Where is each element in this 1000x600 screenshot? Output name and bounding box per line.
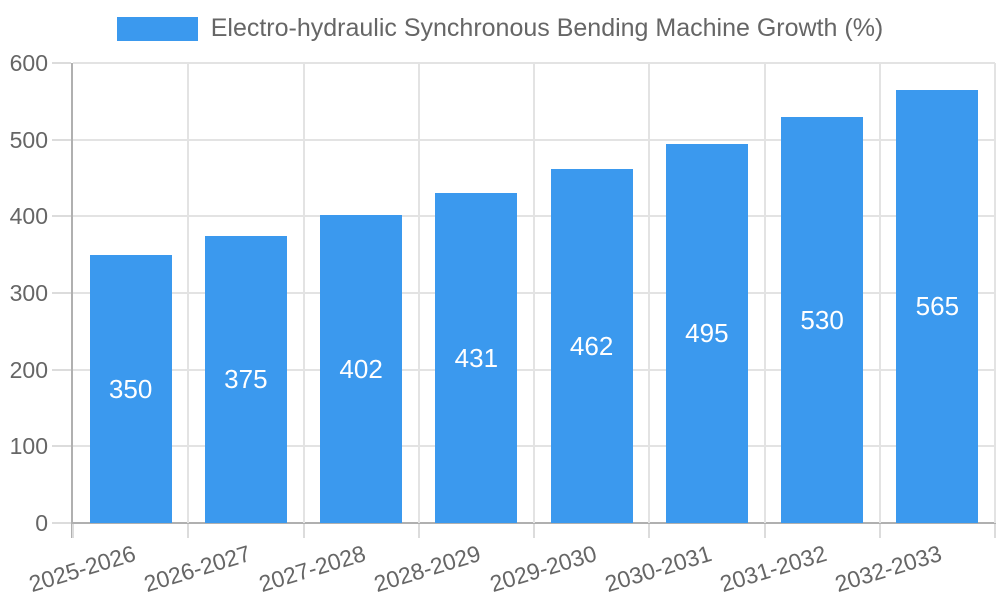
x-axis-line [71, 522, 996, 524]
y-tick-label: 0 [35, 510, 48, 536]
y-tick-label: 500 [9, 126, 48, 153]
bar-value-label: 431 [454, 342, 499, 373]
gridline-vertical [763, 63, 766, 523]
bar[interactable]: 530 [781, 116, 864, 523]
y-axis-tick [52, 445, 71, 448]
y-axis-tick [52, 522, 71, 524]
bar[interactable]: 462 [550, 168, 633, 523]
x-axis-tick [417, 524, 420, 538]
gridline-vertical [417, 63, 420, 523]
y-axis-tick [52, 292, 71, 294]
gridline-vertical [878, 63, 881, 523]
bar-value-label: 350 [108, 373, 153, 404]
x-axis-tick [994, 524, 996, 538]
bar[interactable]: 431 [435, 192, 518, 523]
bar[interactable]: 495 [665, 143, 748, 523]
bar[interactable]: 565 [896, 89, 979, 523]
bar[interactable]: 375 [204, 235, 287, 523]
bar-value-label: 530 [800, 304, 844, 335]
y-tick-label: 400 [9, 203, 48, 230]
bar-value-label: 375 [224, 364, 268, 395]
y-tick-label: 200 [9, 356, 48, 383]
x-axis-tick [72, 524, 74, 538]
x-axis-tick [187, 524, 190, 538]
y-axis-tick [52, 368, 71, 371]
x-tick-label: 2025-2026 [25, 540, 139, 598]
bar-value-label: 495 [685, 318, 729, 349]
bar-value-label: 402 [339, 353, 383, 384]
x-tick-label: 2027-2028 [255, 540, 369, 598]
bar[interactable]: 402 [320, 214, 403, 523]
y-axis-line [71, 63, 73, 538]
y-tick-label: 300 [9, 280, 48, 306]
gridline-vertical [187, 63, 190, 523]
x-axis-tick [302, 524, 305, 538]
x-tick-label: 2031-2032 [716, 540, 830, 598]
gridline-vertical [533, 63, 535, 523]
y-tick-label: 600 [9, 50, 48, 76]
bar-value-label: 565 [915, 291, 960, 322]
legend-item[interactable]: Electro-hydraulic Synchronous Bending Ma… [0, 14, 1000, 43]
gridline-vertical [994, 63, 996, 523]
legend-label: Electro-hydraulic Synchronous Bending Ma… [210, 14, 884, 42]
x-axis-tick [648, 524, 651, 538]
y-tick-label: 100 [9, 433, 48, 460]
gridline-vertical [648, 63, 651, 523]
x-axis-tick [763, 524, 766, 538]
x-tick-label: 2030-2031 [601, 540, 715, 598]
y-axis-tick [52, 138, 71, 141]
x-tick-label: 2032-2033 [832, 540, 945, 598]
x-tick-label: 2028-2029 [371, 540, 484, 598]
x-axis-tick [533, 524, 535, 538]
bar[interactable]: 350 [89, 254, 172, 523]
bar-value-label: 462 [569, 330, 614, 361]
x-tick-label: 2026-2027 [140, 540, 254, 598]
x-tick-label: 2029-2030 [486, 540, 600, 598]
legend-swatch [116, 16, 198, 41]
plot-area: 350 375 402 431 462 495 530 565 [73, 62, 996, 523]
y-axis-tick [52, 62, 71, 64]
gridline-vertical [302, 63, 305, 523]
y-axis-tick [52, 215, 71, 218]
x-axis-tick [878, 524, 881, 538]
